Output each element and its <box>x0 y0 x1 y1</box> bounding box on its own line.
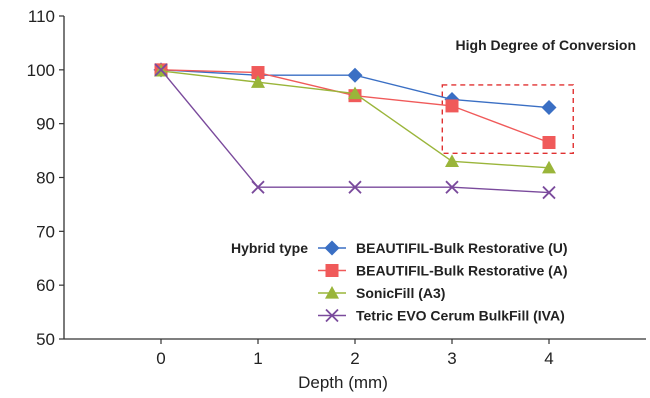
data-point <box>347 67 363 83</box>
marker-stroke <box>445 180 459 194</box>
marker-stroke <box>542 185 556 200</box>
data-point <box>251 66 265 80</box>
y-tick-label: 60 <box>36 276 55 295</box>
marker-stroke <box>325 308 339 323</box>
data-point <box>251 75 265 88</box>
y-tick-label: 50 <box>36 330 55 349</box>
legend-item-3: SonicFill (A3) <box>318 285 445 301</box>
x-tick-label: 3 <box>447 349 456 368</box>
legend-title: Hybrid type <box>231 240 308 256</box>
data-point <box>542 185 556 200</box>
data-point <box>445 154 459 167</box>
series-layer <box>153 62 557 200</box>
data-point <box>445 180 459 194</box>
series-4 <box>154 63 556 200</box>
annotation-high-degree: High Degree of Conversion <box>456 37 636 53</box>
x-tick-label: 0 <box>156 349 165 368</box>
legend-item-2: BEAUTIFIL-Bulk Restorative (A) <box>318 263 568 279</box>
legend: Hybrid type BEAUTIFIL-Bulk Restorative (… <box>231 240 568 324</box>
data-point <box>348 86 362 100</box>
legend-marker <box>324 240 340 256</box>
y-tick-label: 110 <box>28 7 55 26</box>
axes: 50 60 70 80 90 100 110 0 1 2 3 4 <box>27 7 646 368</box>
legend-marker <box>325 286 339 299</box>
legend-label: Tetric EVO Cerum BulkFill (IVA) <box>356 308 565 324</box>
y-tick-label: 90 <box>36 115 55 134</box>
y-tick-label: 70 <box>36 222 55 241</box>
x-tick-label: 2 <box>350 349 359 368</box>
x-tick-label: 4 <box>544 349 553 368</box>
x-tick-label: 1 <box>253 349 262 368</box>
data-point <box>541 100 557 116</box>
legend-item-4: Tetric EVO Cerum BulkFill (IVA) <box>318 308 565 324</box>
data-point <box>542 160 556 174</box>
legend-label: BEAUTIFIL-Bulk Restorative (A) <box>356 263 568 279</box>
data-point <box>445 99 459 113</box>
marker-stroke <box>348 180 362 194</box>
data-point <box>348 180 362 194</box>
data-point <box>542 136 556 150</box>
y-tick-label: 80 <box>36 169 55 188</box>
legend-marker <box>325 264 339 277</box>
legend-marker <box>325 308 339 323</box>
legend-label: SonicFill (A3) <box>356 285 445 301</box>
highlight-region <box>441 84 574 154</box>
y-tick-label: 100 <box>27 61 55 80</box>
marker-stroke <box>154 63 168 77</box>
legend-item-1: BEAUTIFIL-Bulk Restorative (U) <box>318 240 568 256</box>
marker-stroke <box>251 180 265 194</box>
highlight-box <box>441 84 574 154</box>
x-axis-title: Depth (mm) <box>298 373 388 392</box>
data-point <box>251 180 265 194</box>
legend-label: BEAUTIFIL-Bulk Restorative (U) <box>356 240 568 256</box>
data-point <box>154 63 168 77</box>
